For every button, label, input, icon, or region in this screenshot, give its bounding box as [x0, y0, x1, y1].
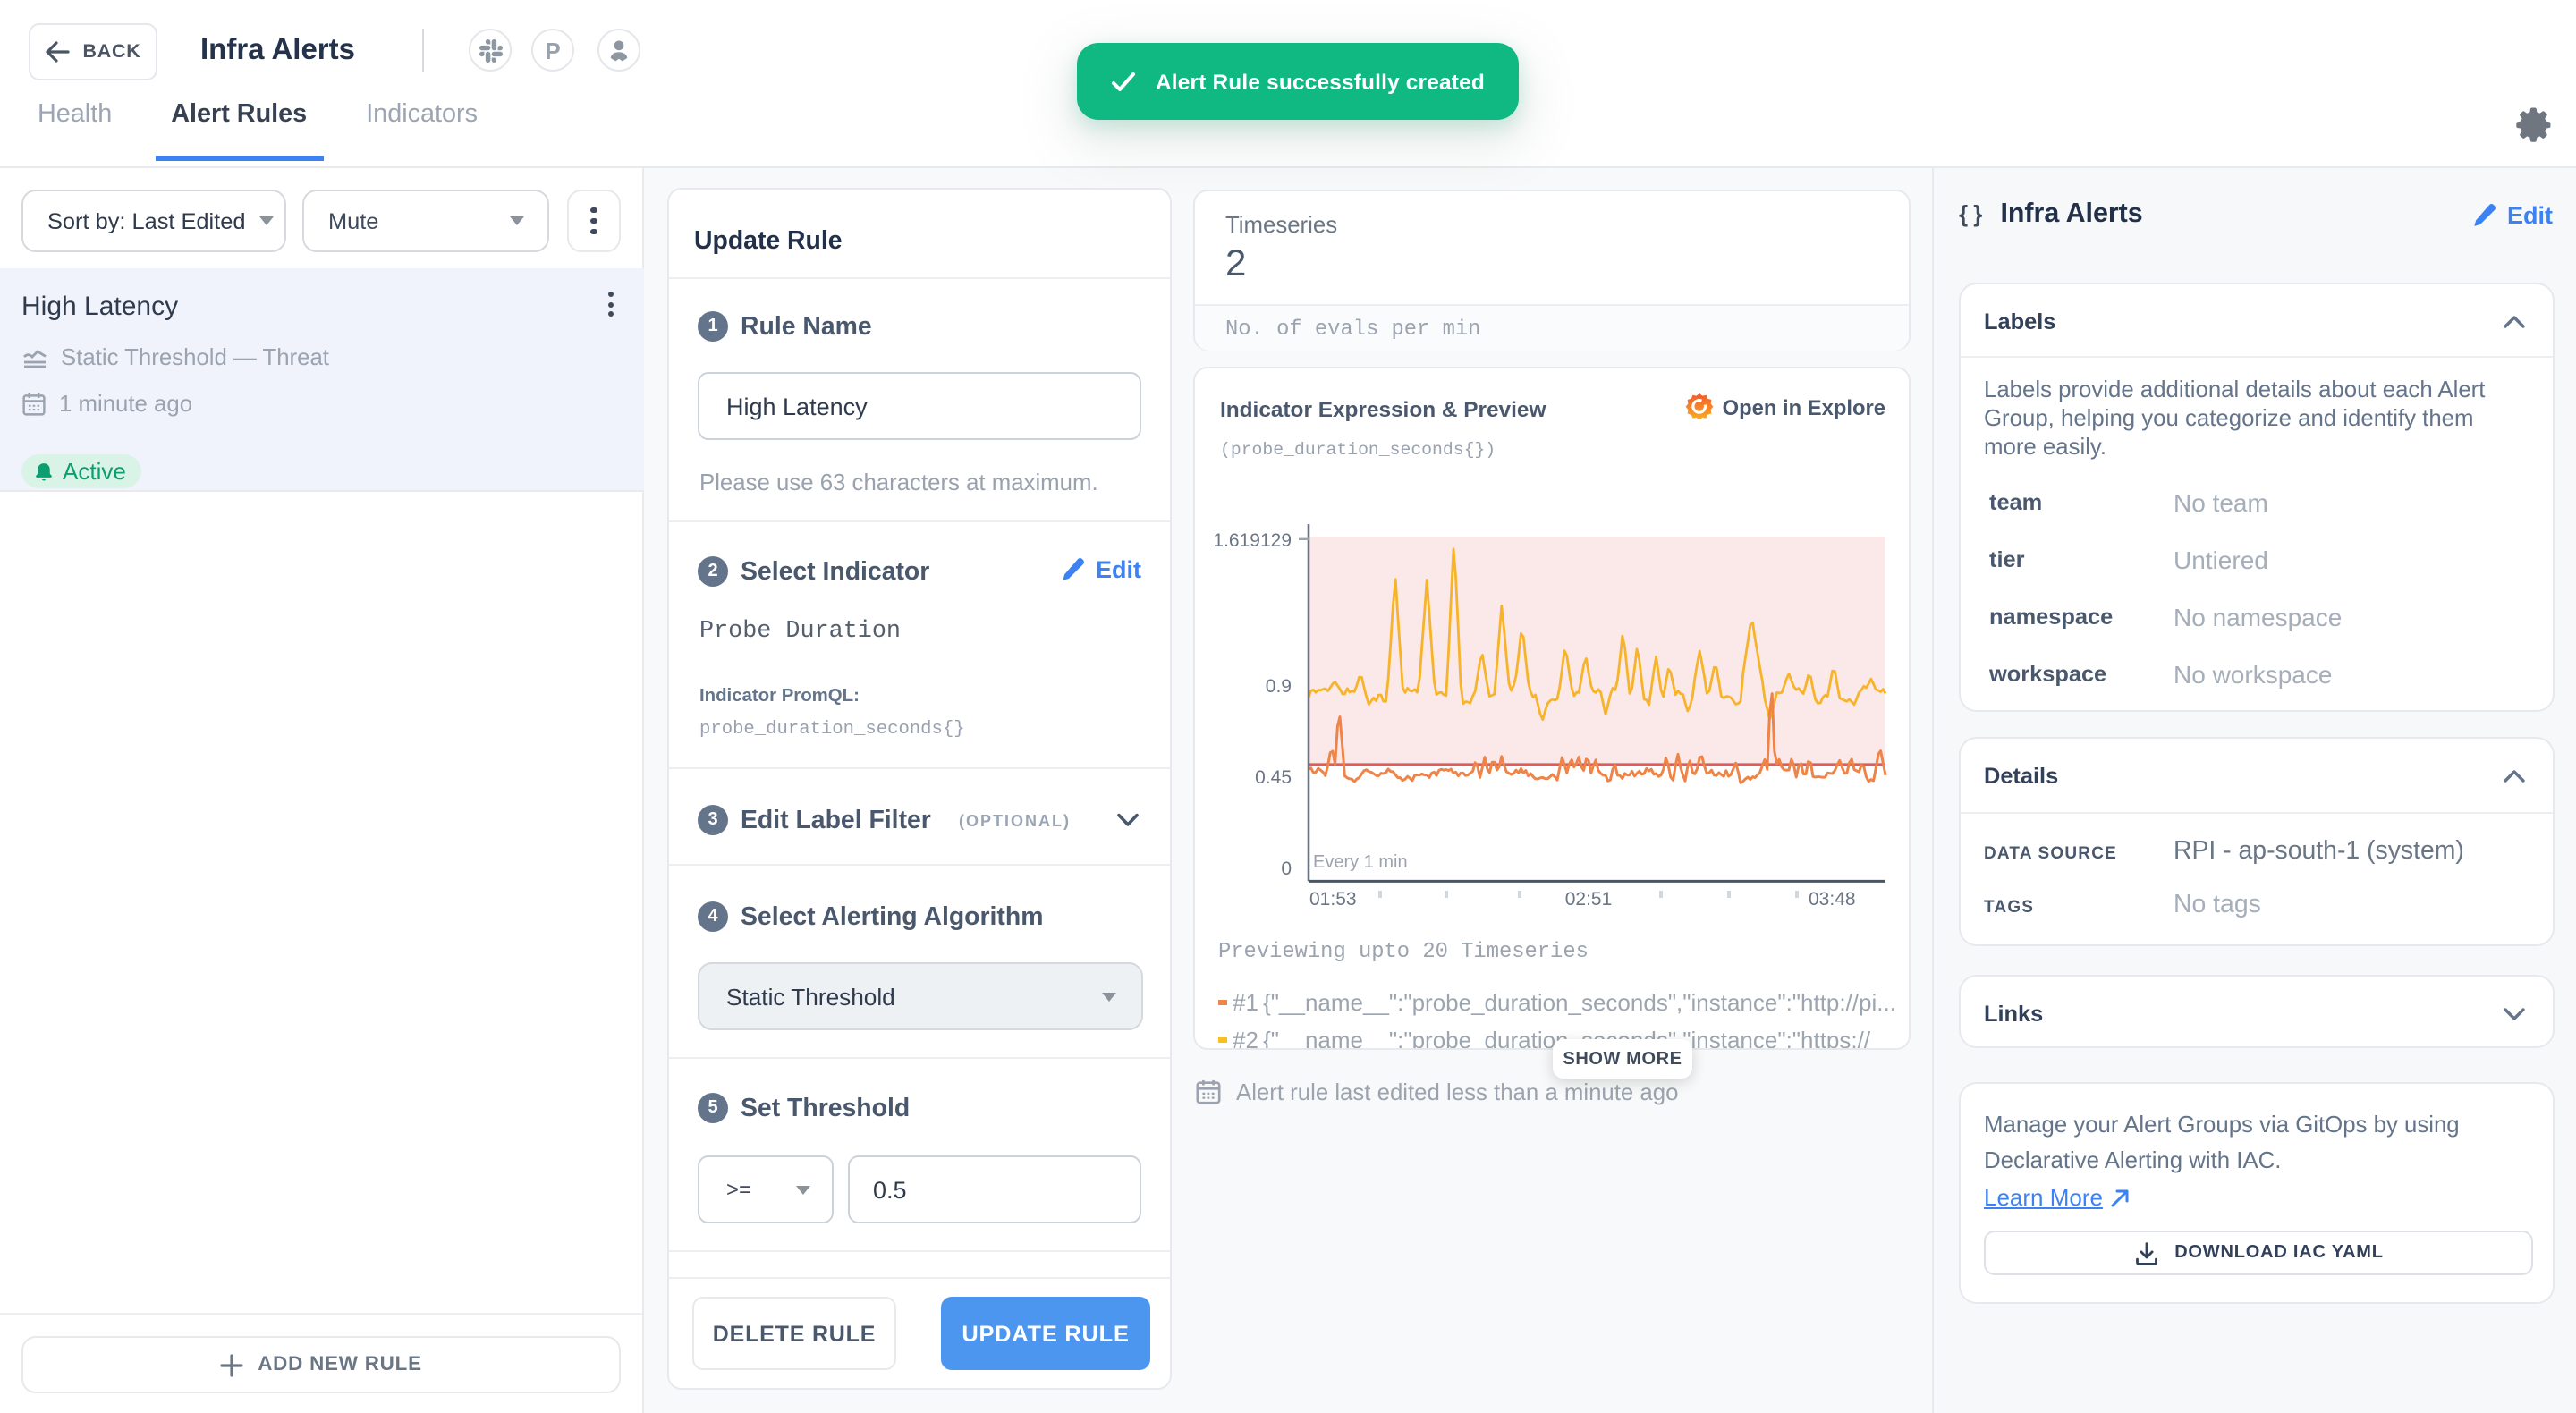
svg-text:01:53: 01:53	[1309, 889, 1357, 910]
svg-text:03:48: 03:48	[1809, 889, 1856, 910]
svg-text:1.619129: 1.619129	[1213, 530, 1292, 551]
svg-text:0.45: 0.45	[1255, 767, 1292, 788]
svg-text:0.9: 0.9	[1266, 676, 1292, 697]
svg-text:02:51: 02:51	[1565, 889, 1613, 910]
svg-text:Every 1 min: Every 1 min	[1313, 852, 1408, 872]
svg-text:0: 0	[1281, 859, 1292, 879]
